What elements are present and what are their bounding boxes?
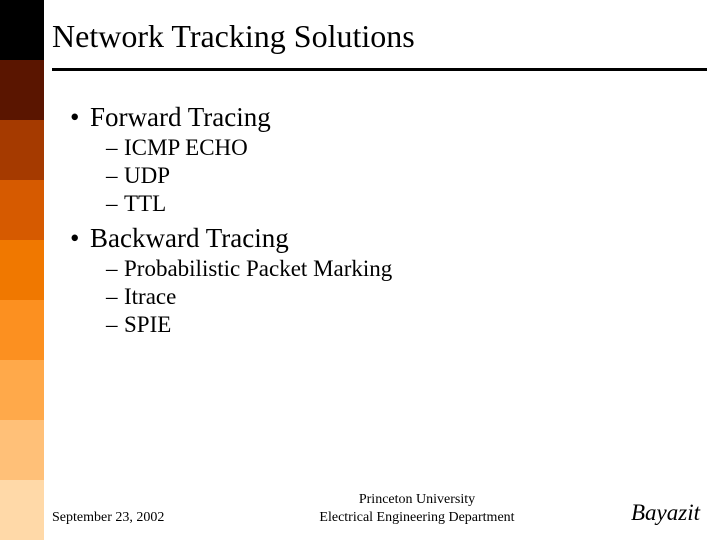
sub-bullet-marker-icon: –	[106, 312, 124, 338]
bullet-label: Forward Tracing	[90, 102, 271, 133]
sub-bullet-marker-icon: –	[106, 135, 124, 161]
sub-bullet-marker-icon: –	[106, 163, 124, 189]
leftbar-segment	[0, 180, 44, 240]
leftbar-segment	[0, 60, 44, 120]
sub-bullet-label: ICMP ECHO	[124, 135, 248, 161]
sub-bullet-item: –Itrace	[106, 284, 712, 310]
footer-center-line1: Princeton University	[359, 492, 475, 507]
leftbar-segment	[0, 0, 44, 60]
sub-bullet-item: –UDP	[106, 163, 712, 189]
slide-body-wrap: •Forward Tracing–ICMP ECHO–UDP–TTL•Backw…	[52, 0, 712, 540]
bullet-label: Backward Tracing	[90, 223, 289, 254]
sub-bullet-label: TTL	[124, 191, 166, 217]
leftbar-segment	[0, 420, 44, 480]
sub-bullet-label: Itrace	[124, 284, 176, 310]
leftbar-segment	[0, 300, 44, 360]
bullet-item: •Forward Tracing	[70, 102, 712, 133]
footer-author: Bayazit	[612, 500, 712, 526]
leftbar-segment	[0, 360, 44, 420]
leftbar-segment	[0, 240, 44, 300]
sub-bullet-item: –Probabilistic Packet Marking	[106, 256, 712, 282]
footer-date: September 23, 2002	[52, 510, 222, 526]
sub-bullet-item: –TTL	[106, 191, 712, 217]
sub-bullet-item: –ICMP ECHO	[106, 135, 712, 161]
bullet-marker-icon: •	[70, 102, 90, 133]
bullet-item: •Backward Tracing	[70, 223, 712, 254]
sub-bullet-label: UDP	[124, 163, 170, 189]
slide-body: •Forward Tracing–ICMP ECHO–UDP–TTL•Backw…	[52, 64, 712, 338]
leftbar-segment	[0, 120, 44, 180]
footer-center-line2: Electrical Engineering Department	[319, 510, 514, 525]
left-gradient-bar	[0, 0, 44, 540]
slide-footer: September 23, 2002 Princeton University …	[52, 491, 712, 526]
sub-bullet-label: Probabilistic Packet Marking	[124, 256, 392, 282]
leftbar-segment	[0, 480, 44, 540]
sub-bullet-marker-icon: –	[106, 191, 124, 217]
sub-bullet-item: –SPIE	[106, 312, 712, 338]
sub-bullet-marker-icon: –	[106, 284, 124, 310]
bullet-marker-icon: •	[70, 223, 90, 254]
sub-bullet-label: SPIE	[124, 312, 171, 338]
sub-bullet-marker-icon: –	[106, 256, 124, 282]
footer-center: Princeton University Electrical Engineer…	[222, 491, 612, 526]
